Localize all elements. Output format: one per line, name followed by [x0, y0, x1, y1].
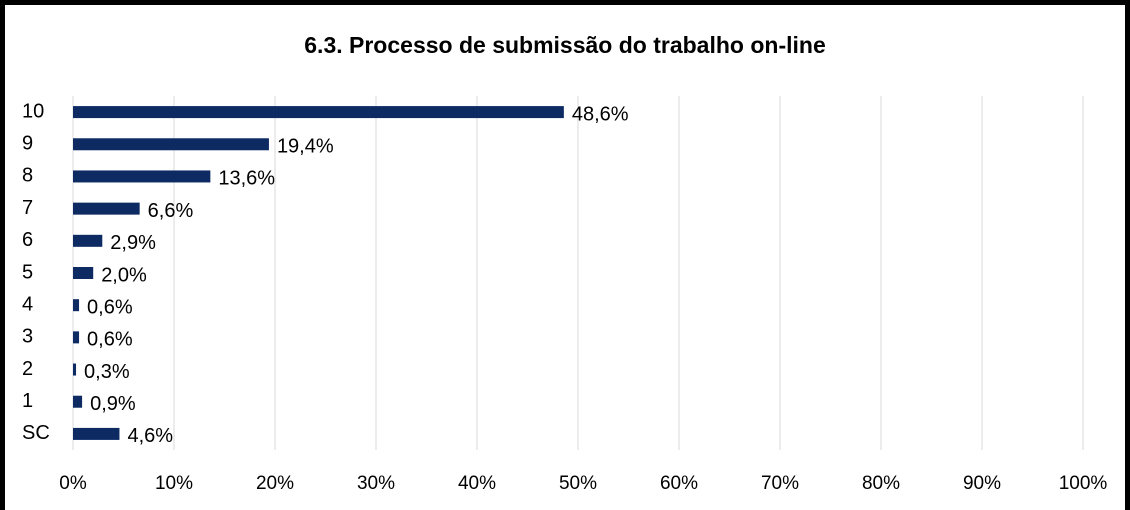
bar — [73, 267, 94, 279]
y-tick-label: 9 — [22, 133, 33, 155]
x-tick-label: 50% — [559, 473, 597, 494]
y-tick-label: SC — [22, 422, 50, 444]
y-tick-label: 6 — [22, 229, 33, 251]
value-label: 0,9% — [90, 393, 136, 415]
value-label: 0,3% — [84, 361, 130, 383]
y-tick-label: 7 — [22, 197, 33, 219]
x-tick-label: 70% — [761, 473, 799, 494]
x-tick-label: 60% — [660, 473, 698, 494]
x-tick-label: 100% — [1059, 473, 1108, 494]
chart-title: 6.3. Processo de submissão do trabalho o… — [304, 32, 825, 58]
value-label: 0,6% — [87, 329, 133, 351]
bar — [73, 138, 269, 151]
bar — [73, 427, 120, 440]
x-tick-label: 0% — [59, 473, 87, 494]
x-tick-label: 20% — [256, 473, 294, 494]
bar — [73, 363, 77, 376]
y-tick-label: 1 — [22, 390, 33, 412]
value-label: 2,9% — [110, 232, 156, 254]
value-label: 0,6% — [87, 296, 133, 318]
bar — [73, 395, 83, 408]
bar — [73, 202, 140, 215]
x-tick-label: 40% — [458, 473, 496, 494]
y-tick-label: 8 — [22, 165, 33, 187]
value-label: 48,6% — [572, 103, 629, 125]
x-tick-label: 90% — [963, 473, 1001, 494]
bar — [73, 170, 211, 183]
y-tick-label: 5 — [22, 261, 33, 283]
y-tick-label: 2 — [22, 358, 33, 380]
value-label: 2,0% — [101, 264, 147, 286]
y-tick-label: 4 — [22, 293, 33, 315]
x-tick-label: 30% — [357, 473, 395, 494]
y-tick-label: 10 — [22, 100, 44, 122]
x-tick-label: 80% — [862, 473, 900, 494]
bar — [73, 331, 80, 344]
bar — [73, 234, 103, 247]
bar — [73, 106, 564, 119]
value-label: 4,6% — [127, 425, 173, 447]
y-tick-label: 3 — [22, 326, 33, 348]
x-tick-label: 10% — [155, 473, 193, 494]
value-label: 6,6% — [148, 200, 194, 222]
bar — [73, 299, 80, 312]
value-label: 13,6% — [218, 168, 275, 190]
value-label: 19,4% — [277, 136, 334, 158]
